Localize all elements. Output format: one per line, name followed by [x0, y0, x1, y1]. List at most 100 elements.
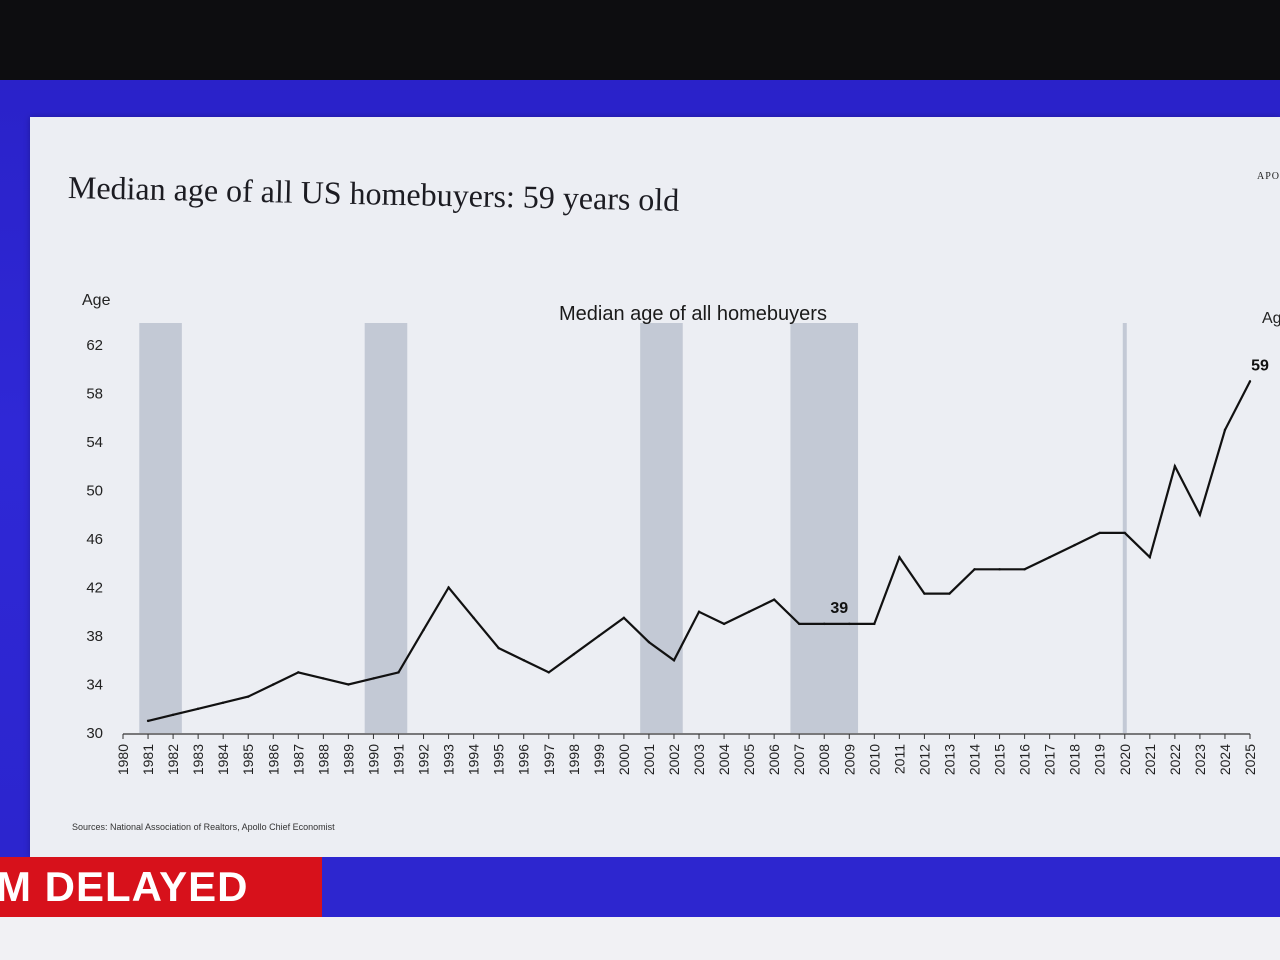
data-point — [1223, 428, 1227, 432]
bottom-strip — [0, 917, 1280, 960]
x-tick-label: 2001 — [641, 744, 657, 775]
data-point — [1098, 531, 1101, 535]
x-tick-label: 2013 — [941, 744, 957, 775]
x-tick-label: 1994 — [466, 744, 482, 775]
x-tick-label: 1981 — [140, 744, 156, 775]
data-point — [1123, 531, 1126, 535]
data-point — [923, 592, 926, 595]
x-tick-label: 2014 — [967, 744, 983, 775]
data-point — [547, 671, 550, 674]
y-tick-label: 54 — [86, 434, 103, 451]
data-label: 39 — [830, 600, 848, 617]
data-point — [472, 616, 475, 620]
data-point — [998, 568, 1001, 571]
x-tick-label: 1990 — [365, 744, 381, 775]
data-point — [372, 677, 375, 680]
x-tick-label: 1983 — [190, 744, 206, 775]
x-tick-label: 2022 — [1167, 744, 1183, 775]
y-tick-label: 62 — [86, 337, 103, 354]
data-point — [898, 555, 901, 559]
data-point — [146, 719, 150, 723]
x-tick-label: 1996 — [516, 744, 532, 775]
data-point — [622, 616, 626, 620]
x-tick-label: 2011 — [891, 744, 907, 774]
data-point — [1248, 380, 1252, 383]
x-tick-label: 1991 — [390, 744, 406, 775]
x-tick-label: 1980 — [115, 744, 131, 775]
y-tick-label: 50 — [86, 483, 103, 500]
x-tick-label: 2010 — [866, 744, 882, 775]
x-tick-label: 1985 — [240, 744, 256, 775]
x-tick-label: 2009 — [841, 744, 857, 775]
data-point — [522, 659, 525, 662]
data-point — [1023, 568, 1026, 571]
data-point — [848, 622, 851, 626]
breaking-ticker: M DELAYED — [0, 857, 322, 917]
x-tick-label: 2007 — [791, 744, 807, 775]
x-tick-label: 1992 — [416, 744, 432, 775]
x-tick-label: 2024 — [1217, 744, 1233, 775]
recession-band — [790, 323, 859, 733]
data-point — [196, 707, 200, 710]
tv-bezel — [0, 0, 1280, 80]
data-point — [1073, 543, 1076, 547]
x-tick-label: 1987 — [290, 744, 306, 775]
data-point — [697, 610, 701, 613]
y-tick-label: 34 — [86, 677, 103, 694]
data-point — [297, 671, 300, 674]
data-point — [272, 683, 275, 686]
x-tick-label: 2021 — [1142, 744, 1158, 775]
recession-band — [1122, 323, 1127, 733]
data-point — [1048, 555, 1051, 559]
x-tick-label: 1998 — [566, 744, 582, 775]
x-tick-label: 2017 — [1042, 744, 1058, 775]
chart-title: Median age of all homebuyers — [559, 303, 827, 325]
data-point — [672, 659, 676, 662]
data-point — [647, 640, 651, 644]
x-tick-label: 2008 — [816, 744, 832, 775]
data-point — [397, 671, 400, 674]
data-point — [747, 610, 751, 613]
x-tick-label: 2005 — [741, 744, 757, 775]
data-point — [973, 568, 976, 571]
x-tick-label: 1988 — [315, 744, 331, 775]
x-tick-label: 2018 — [1067, 744, 1083, 775]
recession-band — [364, 323, 408, 733]
x-tick-label: 1986 — [265, 744, 281, 775]
data-point — [873, 622, 876, 626]
data-point — [1173, 465, 1177, 468]
x-tick-label: 2003 — [691, 744, 707, 775]
x-tick-label: 2020 — [1117, 744, 1133, 775]
data-point — [597, 634, 601, 638]
source-note: Sources: National Association of Realtor… — [72, 822, 335, 832]
x-tick-label: 2012 — [916, 744, 932, 775]
x-tick-label: 2016 — [1017, 744, 1033, 775]
data-point — [447, 586, 450, 589]
recession-band — [640, 323, 683, 733]
y-tick-label: 30 — [86, 725, 103, 742]
data-point — [572, 652, 575, 656]
y-axis-label: Age — [82, 292, 111, 309]
x-tick-label: 2004 — [716, 744, 732, 775]
y-tick-label: 58 — [86, 386, 103, 403]
data-point — [823, 622, 826, 626]
x-tick-label: 2015 — [992, 744, 1008, 775]
y-tick-label: 38 — [86, 628, 103, 645]
y-tick-label: 46 — [86, 531, 103, 548]
data-point — [497, 646, 500, 650]
data-point — [171, 713, 175, 717]
data-point — [347, 683, 350, 686]
x-tick-label: 1997 — [541, 744, 557, 775]
data-point — [1148, 555, 1152, 559]
x-tick-label: 1984 — [215, 744, 231, 775]
x-tick-label: 1995 — [491, 744, 507, 775]
x-tick-label: 1982 — [165, 744, 181, 775]
brand-logo: APO — [1256, 171, 1280, 182]
data-point — [1198, 513, 1202, 516]
data-point — [772, 598, 776, 601]
data-point — [422, 628, 425, 632]
right-axis-label: Ag — [1262, 310, 1280, 327]
data-point — [948, 592, 951, 595]
lower-third-band — [322, 857, 1280, 917]
